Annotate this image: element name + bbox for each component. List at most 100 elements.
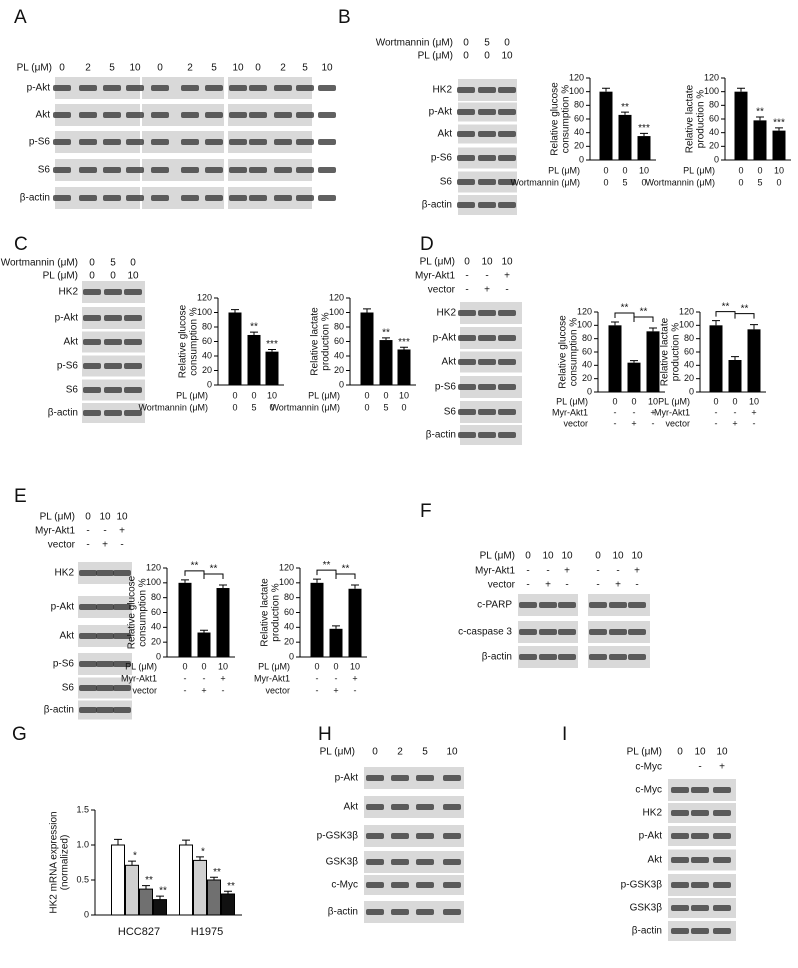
- condition-value: -: [86, 540, 89, 551]
- blot-band: [519, 629, 537, 635]
- error-bar: [268, 348, 276, 352]
- y-tick-label: 120: [197, 292, 212, 302]
- condition-value: -: [715, 407, 718, 417]
- blot-band: [79, 139, 97, 145]
- blot-band: [229, 195, 247, 201]
- blot-band: [391, 859, 409, 865]
- blot-band: [181, 112, 199, 118]
- condition-name: PL (μM): [258, 661, 290, 671]
- error-bar: [756, 116, 764, 121]
- condition-value: +: [719, 762, 725, 773]
- bar: [139, 888, 153, 916]
- bar: [397, 349, 411, 385]
- blot-band: [151, 195, 169, 201]
- condition-value: 0: [776, 177, 781, 187]
- blot-band: [539, 654, 557, 660]
- blot-band: [274, 85, 292, 91]
- condition-value: 0: [603, 165, 608, 175]
- blot-band: [124, 289, 142, 295]
- condition-value: 0: [89, 271, 95, 282]
- error-bar: [156, 895, 164, 900]
- condition-value: +: [650, 407, 655, 417]
- blot-band: [104, 387, 122, 393]
- bar: [197, 632, 211, 657]
- condition-value: 0: [603, 177, 608, 187]
- condition-value: +: [333, 685, 338, 695]
- blot-strip: [55, 159, 140, 181]
- blot-band: [519, 654, 537, 660]
- blot-band: [478, 87, 496, 93]
- condition-name: vector: [265, 685, 290, 695]
- blot-band: [53, 85, 71, 91]
- error-bar: [332, 625, 340, 629]
- condition-value: 0: [59, 63, 65, 74]
- row-label: p-S6: [431, 153, 453, 164]
- blot-band: [96, 661, 114, 667]
- blot-band: [104, 315, 122, 321]
- error-bar: [196, 856, 204, 861]
- blot-band: [478, 155, 496, 161]
- blot-band: [589, 654, 607, 660]
- row-label: β-actin: [422, 200, 452, 211]
- bar: [379, 340, 393, 385]
- blot-strip: [228, 131, 312, 153]
- panel-label: I: [562, 724, 567, 745]
- error-bar: [382, 337, 390, 341]
- blot-band: [53, 195, 71, 201]
- y-tick-label: 0.5: [76, 874, 89, 884]
- condition-name: Myr-Akt1: [121, 673, 157, 683]
- y-tick-label: 100: [329, 307, 344, 317]
- blot-band: [79, 112, 97, 118]
- row-label: Akt: [648, 855, 663, 866]
- condition-value: +: [201, 685, 206, 695]
- bar: [221, 893, 235, 916]
- blot-band: [366, 859, 384, 865]
- error-bar: [640, 132, 648, 137]
- blot-band: [181, 139, 199, 145]
- condition-value: +: [751, 407, 756, 417]
- condition-name: vector: [428, 285, 456, 296]
- condition-value: 10: [232, 63, 244, 74]
- blot-band: [478, 409, 496, 415]
- blot-band: [691, 882, 709, 888]
- condition-name: PL (μM): [125, 661, 157, 671]
- bar: [608, 325, 622, 392]
- blot-band: [205, 139, 223, 145]
- condition-value: 0: [757, 165, 762, 175]
- blot-band: [296, 195, 314, 201]
- y-tick-label: 120: [577, 306, 592, 316]
- blot-band: [151, 167, 169, 173]
- blot-strip: [364, 875, 464, 895]
- blot-strip: [55, 131, 140, 153]
- row-label: p-GSK3β: [621, 880, 663, 891]
- blot-band: [126, 195, 144, 201]
- condition-value: 0: [463, 51, 469, 62]
- y-tick-label: 40: [202, 350, 212, 360]
- y-tick-label: 100: [704, 86, 719, 96]
- row-label: c-Myc: [635, 785, 662, 796]
- blot-band: [96, 570, 114, 576]
- blot-band: [181, 85, 199, 91]
- bar: [207, 879, 221, 916]
- blot-band: [589, 629, 607, 635]
- y-tick-label: 80: [202, 321, 212, 331]
- condition-value: 0: [641, 177, 646, 187]
- condition-value: 0: [372, 747, 378, 758]
- row-label: S6: [444, 407, 457, 418]
- condition-value: 0: [484, 51, 490, 62]
- bar: [329, 628, 343, 657]
- error-bar: [200, 629, 208, 633]
- blot-band: [53, 112, 71, 118]
- y-tick-label: 40: [284, 622, 294, 632]
- error-bar: [649, 327, 657, 332]
- blot-band: [391, 833, 409, 839]
- condition-value: 5: [383, 402, 388, 412]
- blot-band: [498, 409, 516, 415]
- y-tick-label: 60: [709, 113, 719, 123]
- condition-value: 10: [501, 51, 513, 62]
- condition-value: +: [545, 580, 551, 591]
- condition-value: -: [715, 418, 718, 428]
- bar: [747, 329, 761, 392]
- panel-label: A: [14, 7, 27, 28]
- error-bar: [182, 839, 190, 845]
